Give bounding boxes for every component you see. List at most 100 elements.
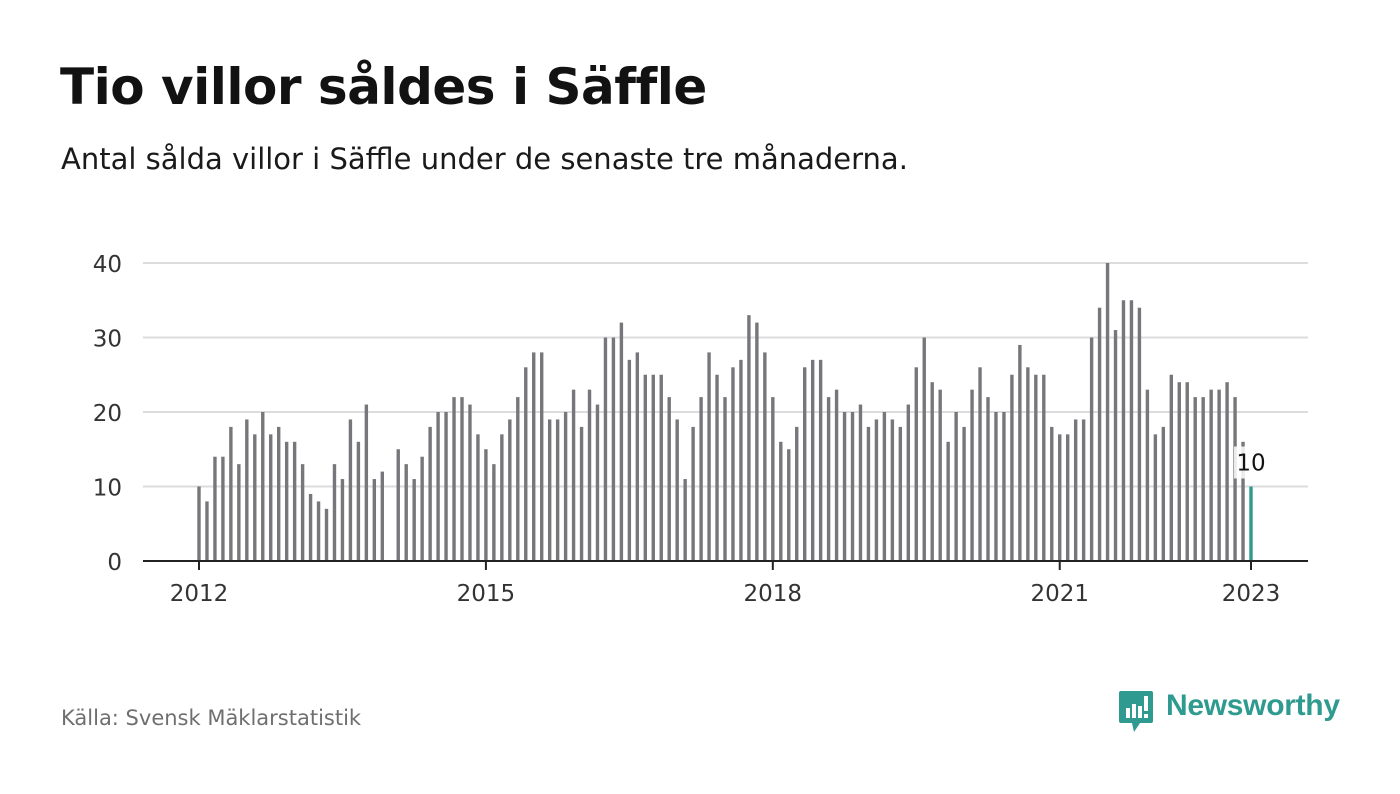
x-tick-label: 2023 (1222, 581, 1281, 607)
bar (691, 426, 695, 561)
y-tick-label: 0 (107, 550, 122, 576)
bar (476, 434, 480, 561)
bar (834, 389, 839, 561)
bar (723, 397, 727, 561)
axes (143, 560, 1308, 570)
bar (396, 449, 400, 561)
bar (1193, 397, 1197, 561)
bar (364, 404, 369, 561)
bar (460, 397, 464, 561)
bar (269, 434, 273, 561)
bar (1177, 382, 1181, 561)
bar (213, 456, 217, 561)
bar (826, 397, 831, 561)
bar (763, 352, 767, 561)
bar (277, 426, 281, 561)
bar (675, 419, 679, 561)
bar (946, 441, 950, 561)
bar (1169, 374, 1173, 561)
bar (651, 374, 655, 561)
bar (571, 389, 576, 561)
bar (731, 367, 735, 561)
bar (795, 426, 799, 561)
bar (595, 404, 600, 561)
bar (890, 419, 895, 561)
bar (1201, 397, 1205, 561)
y-tick-label: 40 (93, 252, 122, 278)
bar (452, 397, 456, 561)
y-tick-label: 30 (93, 327, 122, 353)
bar (420, 456, 424, 561)
bar (866, 426, 871, 561)
bar (611, 337, 616, 561)
bar (1066, 434, 1070, 561)
bar (667, 397, 671, 561)
bar (205, 501, 209, 561)
bar (739, 359, 743, 561)
bar (659, 374, 663, 561)
bar (1217, 389, 1221, 561)
bar (563, 412, 568, 561)
bar (994, 412, 998, 561)
brand-name: Newsworthy (1166, 689, 1340, 722)
bar (516, 397, 520, 561)
bar (755, 322, 759, 561)
data-label: 10 (1236, 451, 1265, 477)
bar (540, 352, 544, 561)
bar (356, 441, 361, 561)
x-tick-label: 2015 (457, 581, 516, 607)
bar (1018, 344, 1022, 561)
bar (500, 434, 504, 561)
bar (1081, 419, 1086, 561)
bar (858, 404, 863, 561)
y-tick-label: 20 (93, 401, 122, 427)
bar (635, 352, 640, 561)
bar (332, 464, 337, 561)
bar (300, 464, 305, 561)
bar (874, 419, 879, 561)
bar (699, 397, 703, 561)
newsworthy-logo: Newsworthy (1118, 689, 1340, 739)
bar (906, 404, 910, 561)
bar (1145, 389, 1150, 561)
bar-highlight (1249, 486, 1253, 561)
bar (603, 337, 608, 561)
bar (619, 322, 624, 561)
bar (245, 419, 249, 561)
bar (436, 412, 440, 561)
bar (555, 419, 560, 561)
bar (404, 464, 408, 561)
bar (1233, 397, 1237, 561)
x-tick-label: 2012 (170, 581, 229, 607)
data-label-background (1234, 446, 1268, 479)
bar (380, 471, 384, 561)
bar (1137, 307, 1142, 561)
bar (428, 426, 432, 561)
bar (1185, 382, 1189, 561)
bar (1073, 419, 1078, 561)
bar (253, 434, 257, 561)
bar (986, 397, 990, 561)
bar (914, 367, 918, 561)
bar (532, 352, 536, 561)
bar (1089, 337, 1094, 561)
bar (715, 374, 719, 561)
chart-title: Tio villor såldes i Säffle (60, 58, 707, 116)
bar (930, 382, 934, 561)
bar (587, 389, 592, 561)
bar (1161, 426, 1166, 561)
bar (221, 456, 225, 561)
bar (1153, 434, 1158, 561)
chart-subtitle: Antal sålda villor i Säffle under de sen… (61, 142, 908, 176)
bar (818, 359, 823, 561)
bar (962, 426, 966, 561)
bar (970, 389, 974, 561)
bar (1105, 263, 1110, 561)
source-note: Källa: Svensk Mäklarstatistik (61, 706, 362, 730)
bar (492, 464, 496, 561)
bar (1097, 307, 1102, 561)
bar (484, 449, 488, 561)
bar (324, 508, 329, 561)
bar (978, 367, 982, 561)
